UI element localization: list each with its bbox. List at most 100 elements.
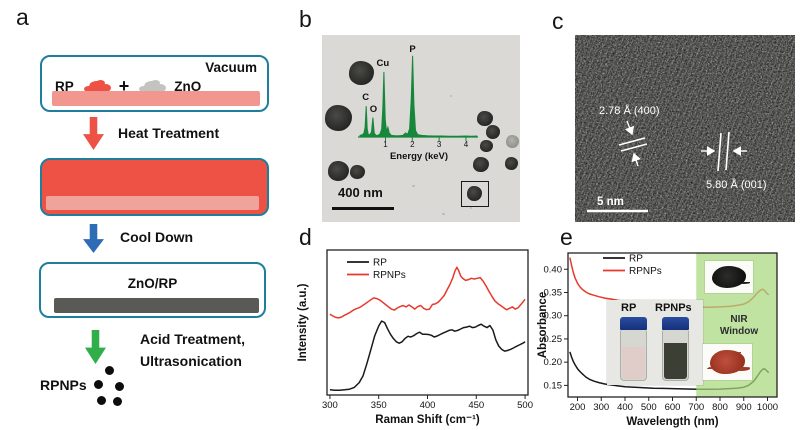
panel-label-e: e (560, 224, 573, 250)
svg-text:Intensity (a.u.): Intensity (a.u.) (297, 283, 309, 361)
step2-label: Cool Down (120, 229, 194, 245)
vacuum-chamber-box: Vacuum RP + ZnO (40, 55, 269, 112)
svg-text:400: 400 (420, 400, 436, 411)
svg-text:RPNPs: RPNPs (629, 266, 662, 277)
svg-text:500: 500 (517, 400, 533, 411)
substrate-bar-light (46, 196, 259, 210)
substrate-bar-pink (52, 91, 260, 106)
vial-body (662, 330, 689, 381)
precursor-row: RP + ZnO (55, 76, 201, 97)
vials-photo-inset: RP RPNPs (607, 300, 703, 385)
svg-text:2: 2 (410, 140, 415, 149)
znorp-box: ZnO/RP (39, 262, 266, 318)
svg-text:800: 800 (712, 402, 728, 413)
down-arrow-red (83, 117, 104, 150)
nanoparticle (467, 186, 482, 201)
red-powder-inset (703, 344, 752, 380)
substrate-bar-gray (54, 298, 259, 313)
svg-text:3: 3 (437, 140, 442, 149)
down-arrow-green (85, 330, 106, 364)
down-arrow-blue (83, 224, 104, 253)
nanoparticle (480, 140, 493, 152)
step1-label: Heat Treatment (118, 125, 220, 141)
svg-text:500: 500 (641, 402, 657, 413)
black-powder-blob (711, 266, 747, 288)
vial-cap (662, 317, 689, 330)
step3-label-line2: Ultrasonication (140, 353, 242, 369)
nanoparticle (486, 125, 500, 139)
vial-liquid-clear (622, 347, 645, 379)
red-powder-blob (709, 349, 746, 375)
svg-text:300: 300 (322, 400, 338, 411)
vial-rpnps (662, 317, 689, 381)
raman-chart: 300 350 400 450 500 Raman Shift (cm⁻¹) Intensi… (297, 249, 533, 426)
svg-text:0.40: 0.40 (544, 264, 563, 275)
svg-text:0.15: 0.15 (544, 380, 563, 391)
vial-left-label: RP (621, 302, 637, 314)
vial-right-label: RPNPs (655, 302, 692, 314)
svg-text:0.30: 0.30 (544, 311, 563, 322)
vacuum-label: Vacuum (205, 60, 257, 75)
plus-sign: + (118, 76, 130, 96)
svg-text:0.35: 0.35 (544, 287, 563, 298)
lattice-fringes (575, 35, 795, 222)
panel-label-d: d (299, 224, 312, 250)
svg-text:RP: RP (373, 258, 387, 269)
panel-label-b: b (299, 6, 312, 32)
svg-text:4: 4 (464, 140, 469, 149)
heated-box (40, 158, 269, 216)
svg-text:RP: RP (629, 254, 643, 265)
svg-text:1000: 1000 (757, 402, 778, 413)
svg-text:P: P (409, 44, 416, 55)
svg-text:0.20: 0.20 (544, 357, 563, 368)
znorp-label: ZnO/RP (127, 276, 178, 291)
product-label: RPNPs (40, 377, 87, 393)
svg-text:Absorbance: Absorbance (537, 292, 549, 358)
eds-spectrum-chart: 1 2 3 4 Energy (keV) CO Cu P (358, 44, 478, 162)
hrtem-grain-texture (575, 35, 795, 222)
svg-text:O: O (370, 104, 377, 115)
svg-text:1: 1 (383, 140, 388, 149)
svg-text:RPNPs: RPNPs (373, 270, 406, 281)
nanoparticle (325, 105, 352, 131)
tem-image: 400 nm 1 2 3 4 Energy (keV) C O Cu P (322, 35, 520, 222)
vial-body (620, 330, 647, 381)
step3-label-line1: Acid Treatment, (140, 331, 246, 347)
svg-text:C: C (362, 92, 369, 103)
absorbance-panel: 200 300 400 500 600 700 800 900 1000 0.15 0.20 0.25… (536, 228, 800, 430)
nir-window-label: NIR Window (719, 314, 759, 337)
selected-particle-box (461, 181, 489, 207)
panel-label-c: c (552, 8, 564, 34)
svg-text:700: 700 (688, 402, 704, 413)
hrtem-scalebar-label: 5 nm (597, 196, 624, 208)
svg-text:0.25: 0.25 (544, 334, 563, 345)
nanoparticle (328, 161, 349, 181)
vial-cap (620, 317, 647, 330)
nanoparticle (473, 157, 489, 172)
vial-rp (620, 317, 647, 381)
svg-text:400: 400 (617, 402, 633, 413)
panel-label-a: a (16, 4, 29, 30)
nanoparticle (349, 61, 374, 85)
nanoparticle (477, 111, 493, 126)
svg-text:Wavelength (nm): Wavelength (nm) (626, 416, 718, 428)
svg-text:Raman Shift (cm⁻¹): Raman Shift (cm⁻¹) (375, 414, 480, 426)
tem-scalebar-label: 400 nm (338, 185, 383, 200)
tem-scalebar-line (332, 207, 394, 210)
svg-text:350: 350 (371, 400, 387, 411)
svg-text:200: 200 (570, 402, 586, 413)
svg-text:450: 450 (468, 400, 484, 411)
nanoparticle (350, 165, 365, 179)
d-spacing-left-label: 2.78 Å (400) (599, 104, 660, 117)
hrtem-annotations: 2.78 Å (400) 5.80 Å (001) 5 nm (587, 104, 767, 213)
vial-liquid-dark (664, 343, 687, 379)
zno-label: ZnO (174, 79, 202, 94)
svg-text:600: 600 (665, 402, 681, 413)
nanoparticle-light (506, 135, 519, 148)
d-spacing-right-label: 5.80 Å (001) (706, 178, 767, 191)
svg-text:900: 900 (736, 402, 752, 413)
svg-text:Energy (keV): Energy (keV) (390, 151, 448, 162)
rp-label: RP (55, 79, 74, 94)
nanoparticle (505, 157, 518, 170)
